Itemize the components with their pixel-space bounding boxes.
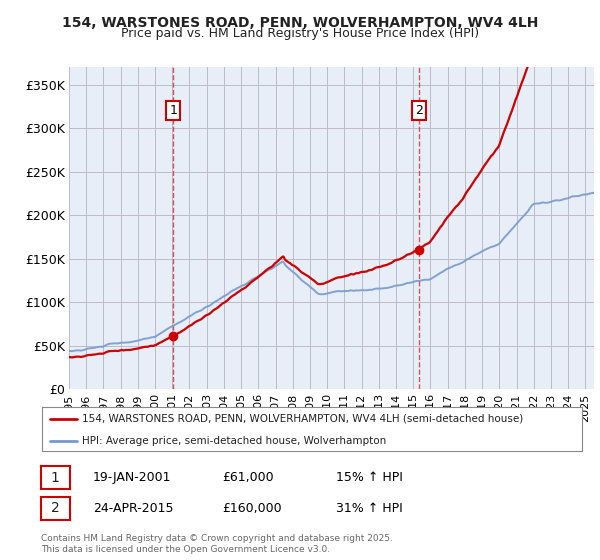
- Text: 19-JAN-2001: 19-JAN-2001: [93, 471, 172, 484]
- Text: 2: 2: [51, 502, 59, 515]
- Text: 154, WARSTONES ROAD, PENN, WOLVERHAMPTON, WV4 4LH: 154, WARSTONES ROAD, PENN, WOLVERHAMPTON…: [62, 16, 538, 30]
- Text: 1: 1: [51, 470, 59, 484]
- Text: 2: 2: [415, 104, 422, 117]
- Text: Contains HM Land Registry data © Crown copyright and database right 2025.
This d: Contains HM Land Registry data © Crown c…: [41, 534, 392, 554]
- Text: 24-APR-2015: 24-APR-2015: [93, 502, 173, 515]
- Text: £61,000: £61,000: [222, 471, 274, 484]
- Text: £160,000: £160,000: [222, 502, 281, 515]
- Text: 15% ↑ HPI: 15% ↑ HPI: [336, 471, 403, 484]
- Text: Price paid vs. HM Land Registry's House Price Index (HPI): Price paid vs. HM Land Registry's House …: [121, 27, 479, 40]
- Text: 154, WARSTONES ROAD, PENN, WOLVERHAMPTON, WV4 4LH (semi-detached house): 154, WARSTONES ROAD, PENN, WOLVERHAMPTON…: [83, 414, 524, 424]
- Text: 1: 1: [169, 104, 177, 117]
- Text: HPI: Average price, semi-detached house, Wolverhampton: HPI: Average price, semi-detached house,…: [83, 436, 387, 446]
- Text: 31% ↑ HPI: 31% ↑ HPI: [336, 502, 403, 515]
